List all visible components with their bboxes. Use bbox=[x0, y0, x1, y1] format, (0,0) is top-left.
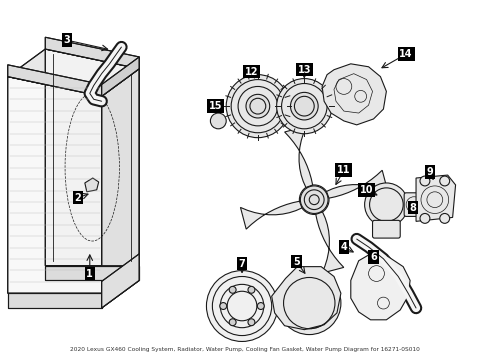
Polygon shape bbox=[351, 254, 410, 320]
Circle shape bbox=[277, 78, 332, 134]
Polygon shape bbox=[101, 254, 139, 308]
Polygon shape bbox=[322, 64, 387, 125]
Text: 7: 7 bbox=[239, 259, 245, 269]
Text: 8: 8 bbox=[410, 203, 416, 212]
Polygon shape bbox=[101, 69, 139, 293]
Circle shape bbox=[246, 94, 270, 118]
Circle shape bbox=[278, 271, 341, 334]
Polygon shape bbox=[241, 201, 302, 229]
Polygon shape bbox=[8, 49, 139, 96]
Text: 4: 4 bbox=[341, 242, 347, 252]
Polygon shape bbox=[416, 175, 456, 221]
Polygon shape bbox=[101, 266, 139, 308]
Polygon shape bbox=[45, 49, 139, 266]
Polygon shape bbox=[285, 126, 313, 188]
Polygon shape bbox=[85, 178, 98, 192]
Circle shape bbox=[226, 75, 290, 138]
Circle shape bbox=[229, 286, 236, 293]
Circle shape bbox=[210, 113, 226, 129]
Polygon shape bbox=[45, 37, 139, 69]
Circle shape bbox=[299, 185, 329, 215]
Polygon shape bbox=[45, 266, 139, 280]
Circle shape bbox=[220, 302, 227, 310]
Circle shape bbox=[291, 93, 318, 120]
Circle shape bbox=[295, 289, 323, 317]
Text: 14: 14 bbox=[399, 49, 413, 59]
Circle shape bbox=[248, 286, 255, 293]
Text: 1: 1 bbox=[86, 269, 93, 279]
Polygon shape bbox=[316, 212, 344, 273]
Text: 9: 9 bbox=[426, 167, 433, 177]
Text: 2020 Lexus GX460 Cooling System, Radiator, Water Pump, Cooling Fan Gasket, Water: 2020 Lexus GX460 Cooling System, Radiato… bbox=[70, 347, 420, 352]
Circle shape bbox=[420, 176, 430, 186]
Circle shape bbox=[257, 302, 264, 310]
Circle shape bbox=[229, 319, 236, 326]
Circle shape bbox=[420, 213, 430, 223]
Circle shape bbox=[440, 213, 450, 223]
Text: 12: 12 bbox=[245, 67, 259, 77]
Polygon shape bbox=[101, 57, 139, 96]
Text: 10: 10 bbox=[360, 185, 373, 195]
FancyBboxPatch shape bbox=[404, 193, 424, 216]
Text: 2: 2 bbox=[74, 193, 81, 203]
Text: 3: 3 bbox=[64, 35, 71, 45]
Circle shape bbox=[248, 319, 255, 326]
Text: 15: 15 bbox=[209, 101, 222, 111]
Text: 5: 5 bbox=[293, 257, 300, 267]
Polygon shape bbox=[326, 170, 388, 198]
Polygon shape bbox=[8, 77, 101, 293]
Polygon shape bbox=[8, 293, 101, 308]
Circle shape bbox=[206, 271, 278, 342]
Text: 13: 13 bbox=[297, 65, 311, 75]
Polygon shape bbox=[8, 65, 101, 96]
FancyBboxPatch shape bbox=[372, 220, 400, 238]
Circle shape bbox=[365, 183, 408, 226]
Polygon shape bbox=[271, 267, 341, 330]
Text: 11: 11 bbox=[337, 165, 351, 175]
Circle shape bbox=[440, 176, 450, 186]
Text: 6: 6 bbox=[370, 252, 377, 262]
Circle shape bbox=[300, 186, 328, 213]
